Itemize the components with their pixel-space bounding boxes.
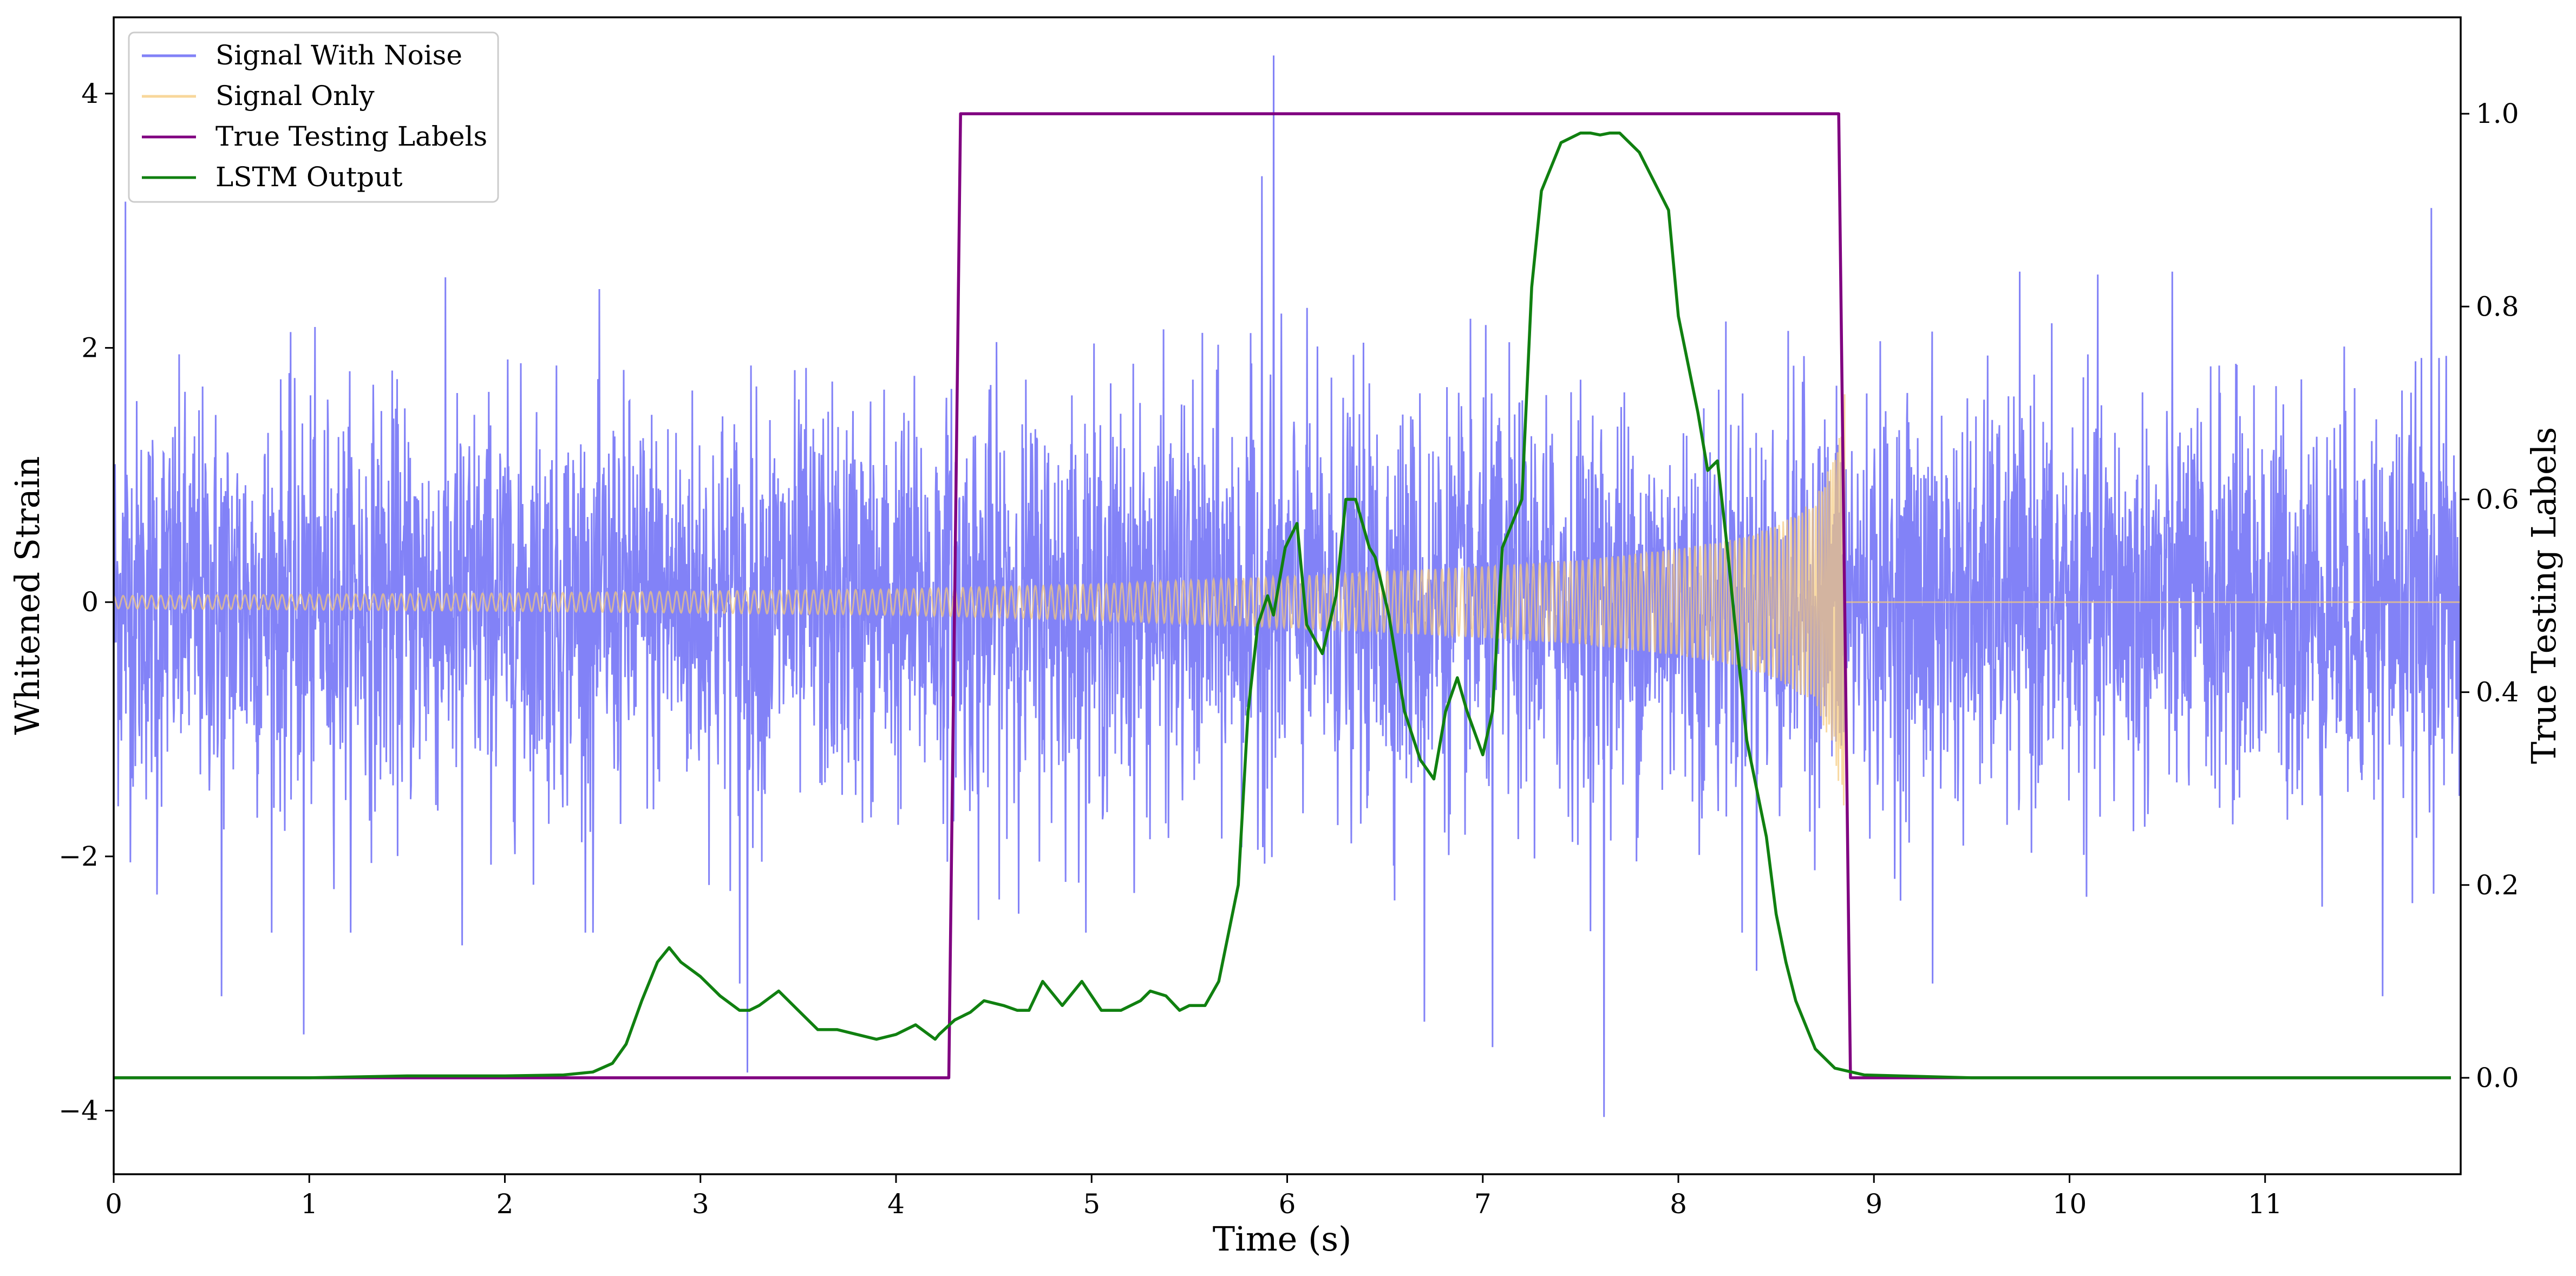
series-line-signal-only [114,394,2461,806]
legend-label-signal-only: Signal Only [215,80,375,112]
y-tick-label: −4 [58,1095,99,1127]
x-tick-label: 5 [1083,1188,1100,1220]
x-tick-label: 4 [887,1188,905,1220]
x-tick-label: 0 [105,1188,122,1220]
x-tick-label: 3 [692,1188,709,1220]
legend-label-true-testing-labels: True Testing Labels [215,121,487,152]
y2-tick-label: 1.0 [2476,98,2519,129]
x-tick-label: 10 [2052,1188,2087,1220]
x-tick-label: 1 [300,1188,318,1220]
legend: Signal With Noise Signal Only True Testi… [128,31,499,203]
y-tick-label: 4 [81,78,99,109]
y2-tick-label: 0.4 [2476,677,2519,708]
x-tick-label: 7 [1474,1188,1492,1220]
x-tick-label: 6 [1279,1188,1296,1220]
series-line-lstm-output [114,131,2451,1079]
y2-tick-label: 0.0 [2476,1062,2519,1094]
axes: 0 1 2 3 4 5 6 7 8 9 10 11 −4 −2 0 2 4 0.0 0.2 0.4 0.6 0.8 1.0 [58,78,2519,1220]
x-tick-label: 9 [1865,1188,1882,1220]
x-axis-label: Time (s) [1213,1219,1352,1259]
y2-tick-label: 0.6 [2476,483,2519,515]
legend-label-lstm-output: LSTM Output [215,161,402,193]
x-tick-label: 11 [2248,1188,2283,1220]
x-tick-label: 8 [1670,1188,1687,1220]
y-tick-label: 2 [81,332,99,364]
y2-tick-label: 0.2 [2476,869,2519,901]
y-tick-label: −2 [58,841,99,872]
series-line-signal-with-noise [114,55,2461,1117]
legend-box [128,31,499,203]
y-axis-label: Whitened Strain [8,456,47,735]
x-tick-label: 2 [496,1188,514,1220]
y-tick-label: 0 [81,586,99,618]
y2-tick-label: 0.8 [2476,291,2519,322]
legend-label-signal-with-noise: Signal With Noise [215,40,462,71]
y2-axis-label: True Testing Labels [2524,427,2564,764]
plot-area [114,55,2461,1117]
